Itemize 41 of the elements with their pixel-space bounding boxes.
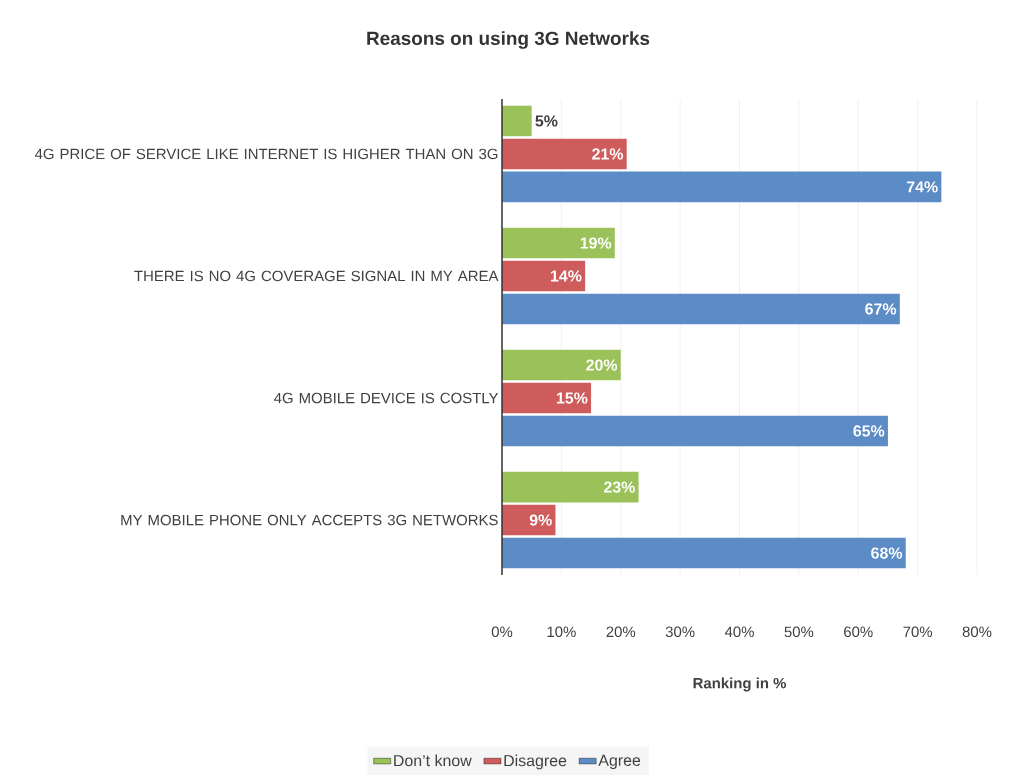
x-tick-label: 40% xyxy=(724,626,754,638)
data-label: 19% xyxy=(580,237,612,249)
data-label: 23% xyxy=(604,481,635,493)
data-label: 14% xyxy=(551,270,582,282)
chart-title: Reasons on using 3G Networks xyxy=(367,31,650,50)
data-label: 5% xyxy=(535,115,558,127)
x-tick-label: 30% xyxy=(665,626,695,638)
y-tick-label: 4G PRICE OF SERVICE LIKE INTERNET IS HIGHER THAN ON 3G xyxy=(34,148,498,160)
legend-label: Disagree xyxy=(504,754,567,770)
bar xyxy=(502,472,639,503)
x-axis-title: Ranking in % xyxy=(693,677,787,692)
x-tick-label: 50% xyxy=(784,626,814,638)
legend-label: Agree xyxy=(598,755,641,770)
bar xyxy=(502,382,592,414)
bar xyxy=(502,350,621,381)
legend-label: Don’t know xyxy=(394,754,472,767)
data-label: 65% xyxy=(853,425,885,437)
bar xyxy=(502,227,615,259)
bar xyxy=(502,260,586,292)
x-tick-label: 0% xyxy=(491,626,513,638)
x-tick-label: 10% xyxy=(547,626,576,638)
data-label: 9% xyxy=(529,514,552,526)
bar xyxy=(502,537,906,569)
bar xyxy=(502,105,532,137)
y-tick-label: 4G MOBILE DEVICE IS COSTLY xyxy=(274,392,499,404)
y-tick-label: THERE IS NO 4G COVERAGE SIGNAL IN MY AREA xyxy=(134,270,499,282)
y-tick-label: MY MOBILE PHONE ONLY ACCEPTS 3G NETWORKS xyxy=(121,514,498,526)
data-label: 67% xyxy=(865,303,897,315)
x-tick-label: 70% xyxy=(903,626,933,638)
data-label: 21% xyxy=(592,148,624,160)
bar xyxy=(502,415,888,447)
x-tick-label: 20% xyxy=(606,626,636,638)
data-label: 20% xyxy=(586,359,618,371)
data-label: 15% xyxy=(556,392,588,404)
x-tick-label: 60% xyxy=(844,626,873,638)
bar xyxy=(502,138,627,170)
data-label: 74% xyxy=(906,181,938,193)
data-label: 68% xyxy=(871,547,903,559)
bar xyxy=(502,293,900,325)
bar xyxy=(502,171,942,203)
x-tick-label: 80% xyxy=(962,626,992,638)
